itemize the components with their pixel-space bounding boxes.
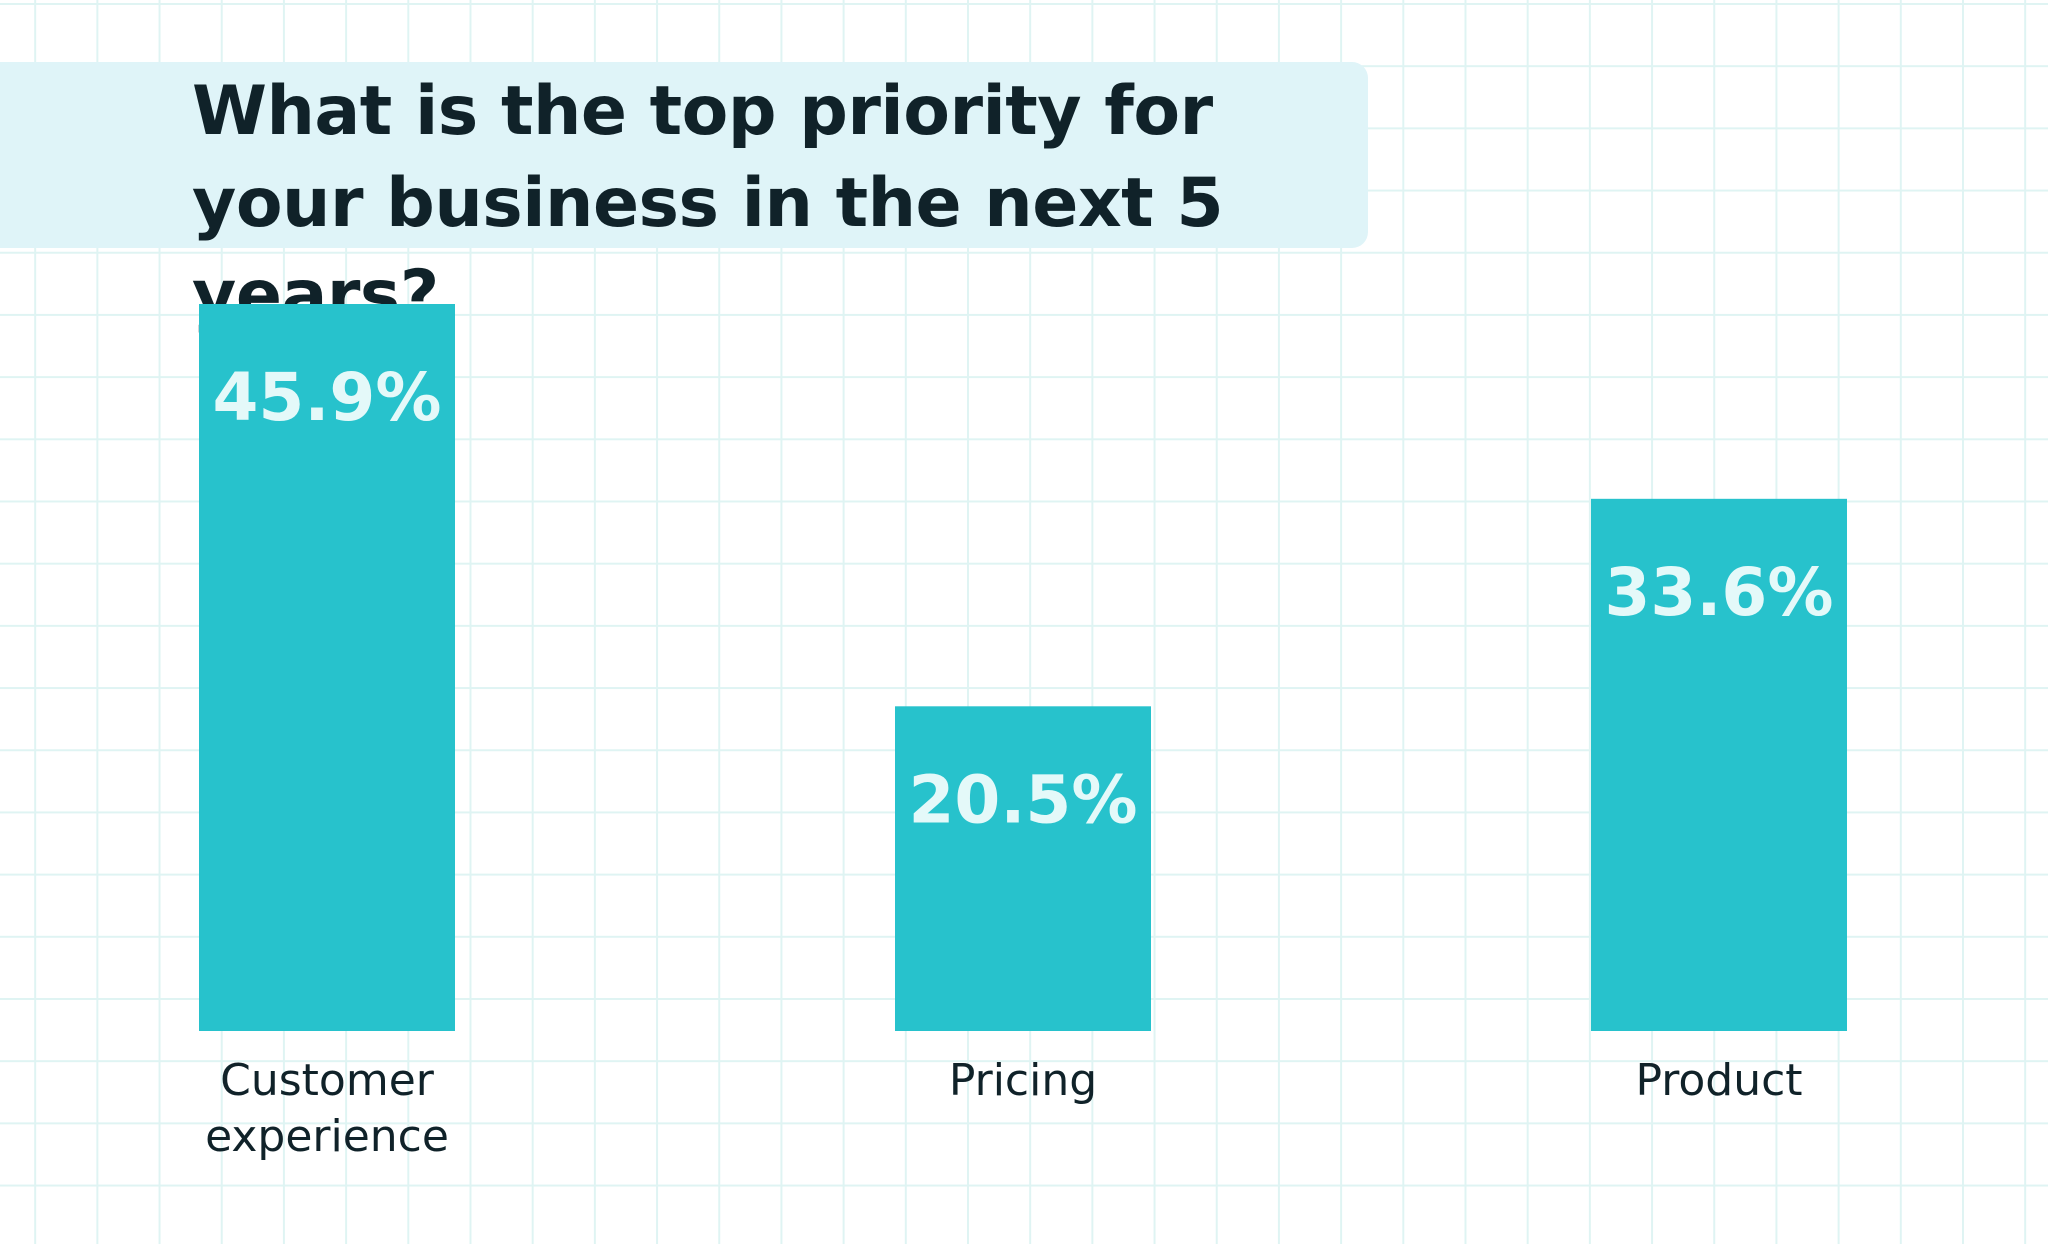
title-banner [0, 62, 1368, 248]
bar-pricing [895, 706, 1151, 1031]
category-label: Customer [220, 1055, 435, 1106]
bar-product [1591, 498, 1847, 1031]
chart-title: What is the top priority for your busine… [192, 72, 1224, 335]
category-label: Pricing [949, 1055, 1097, 1106]
bar-customer-experience [199, 304, 455, 1031]
data-label: 45.9% [213, 359, 442, 436]
category-label: experience [205, 1111, 449, 1162]
category-label: Product [1635, 1055, 1802, 1106]
data-label: 20.5% [909, 761, 1138, 838]
data-label: 33.6% [1605, 554, 1834, 631]
